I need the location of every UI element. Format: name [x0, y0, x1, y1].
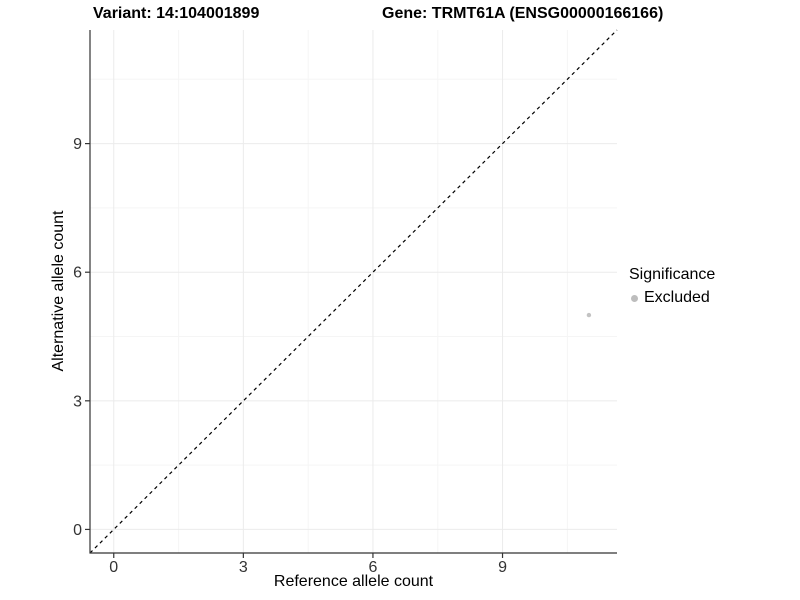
excluded-point-icon [631, 294, 638, 302]
variant-title: Variant: 14:104001899 [93, 5, 260, 22]
legend-item-label: Excluded [644, 289, 710, 306]
y-tick-label: 0 [73, 522, 82, 539]
y-tick-label: 3 [73, 393, 82, 410]
identity-reference-line [89, 29, 618, 554]
y-axis-title: Alternative allele count [50, 210, 67, 372]
x-tick-label: 3 [239, 559, 248, 576]
x-axis-title: Reference allele count [273, 573, 434, 590]
y-tick-label: 6 [73, 265, 82, 282]
y-tick-label: 9 [73, 136, 82, 153]
x-tick-label: 9 [498, 559, 507, 576]
legend-item-excluded: Excluded [629, 288, 715, 308]
legend-title: Significance [629, 266, 716, 283]
significance-legend: Significance Excluded [629, 265, 715, 308]
gene-title: Gene: TRMT61A (ENSG00000166166) [382, 5, 664, 22]
x-tick-label: 0 [109, 559, 118, 576]
x-tick-label: 6 [368, 559, 377, 576]
data-point [586, 312, 592, 318]
